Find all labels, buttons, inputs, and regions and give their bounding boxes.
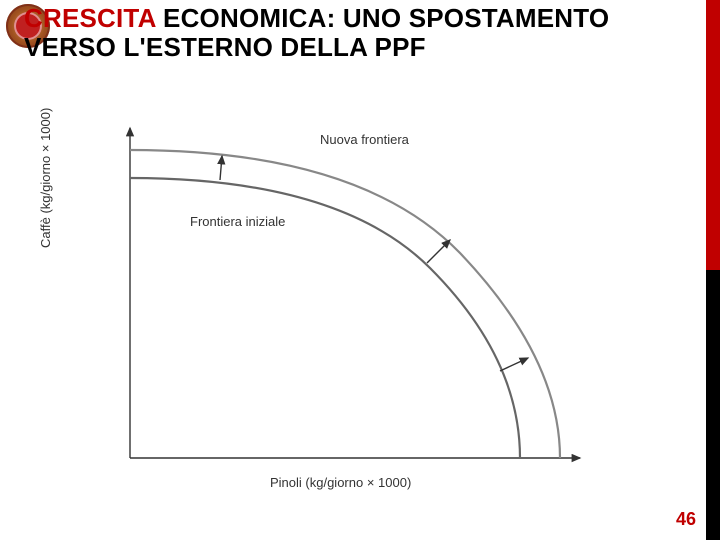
y-axis-label: Caffè (kg/giorno × 1000): [38, 108, 53, 248]
initial-frontier-label: Frontiera iniziale: [190, 214, 285, 229]
new-frontier-label: Nuova frontiera: [320, 132, 409, 147]
title-first-word: CRESCITA: [24, 3, 156, 33]
ppf-svg: [60, 118, 600, 478]
side-accent-black: [706, 270, 720, 540]
page-title: CRESCITA ECONOMICA: UNO SPOSTAMENTO VERS…: [24, 4, 664, 62]
side-accent-red: [706, 0, 720, 270]
ppf-chart: Caffè (kg/giorno × 1000) Pinoli (kg/gior…: [60, 118, 600, 488]
page-number: 46: [676, 509, 696, 530]
side-accent-bar: [706, 0, 720, 540]
x-axis-label: Pinoli (kg/giorno × 1000): [270, 475, 411, 490]
